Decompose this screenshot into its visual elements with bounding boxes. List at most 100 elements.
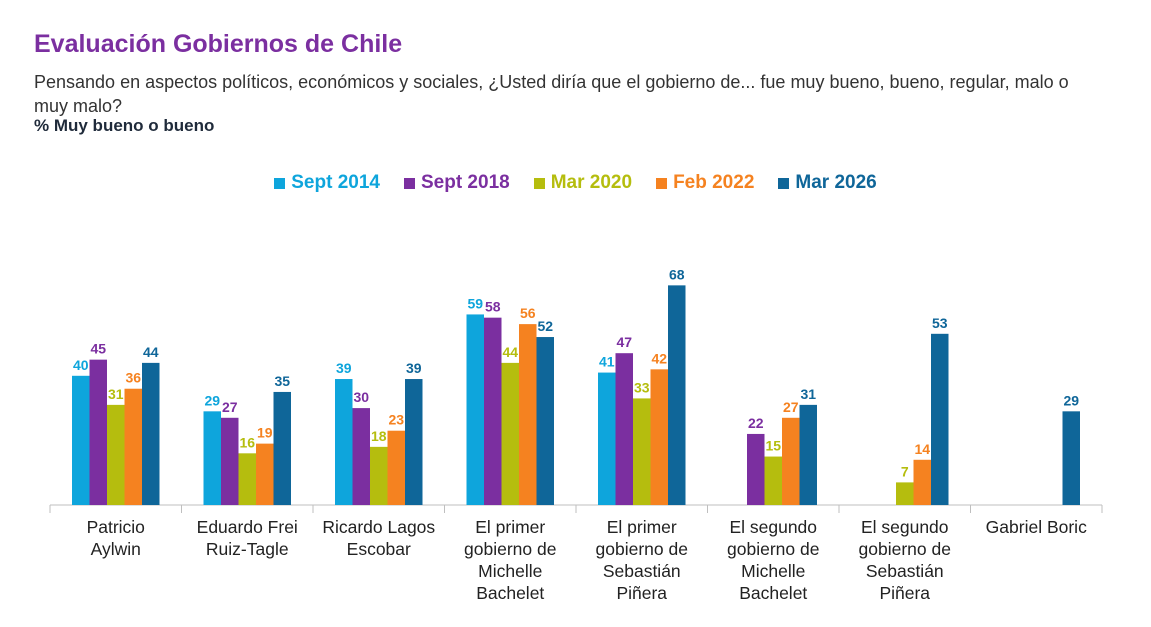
bar: [405, 379, 423, 505]
data-label: 44: [502, 344, 518, 360]
data-label: 42: [651, 350, 667, 366]
bar: [1062, 411, 1080, 505]
category-label: Ruiz-Tagle: [206, 539, 289, 559]
data-label: 22: [748, 415, 764, 431]
data-label: 44: [143, 344, 159, 360]
bar: [519, 324, 537, 505]
bar: [107, 404, 125, 505]
category-label: Piñera: [879, 583, 930, 603]
data-label: 52: [537, 318, 553, 334]
data-label: 30: [353, 389, 369, 405]
measure-label: % Muy bueno o bueno: [34, 116, 215, 135]
category-label: Escobar: [347, 539, 411, 559]
legend-item-mar-2020: Mar 2020: [533, 172, 633, 194]
data-label: 45: [90, 341, 106, 357]
chart-subtitle: Pensando en aspectos políticos, económic…: [34, 72, 1069, 116]
legend: Sept 2014 Sept 2018 Mar 2020 Feb 2022 Ma…: [0, 172, 1151, 194]
data-label: 7: [901, 463, 909, 479]
category-label: Patricio: [87, 517, 145, 537]
legend-swatch: [656, 177, 668, 189]
category-label: El primer: [607, 517, 677, 537]
bar: [598, 372, 616, 505]
data-label: 68: [669, 266, 685, 282]
bar: [484, 317, 502, 505]
category-label: Aylwin: [91, 539, 141, 559]
legend-label: Sept 2014: [291, 172, 380, 193]
legend-item-mar-2026: Mar 2026: [778, 172, 877, 194]
bar: [764, 456, 782, 505]
data-label: 14: [914, 441, 930, 457]
bar: [501, 362, 519, 505]
data-label: 31: [108, 386, 124, 402]
category-label: Ricardo Lagos: [322, 517, 435, 537]
category-label: Sebastián: [603, 561, 681, 581]
bar: [352, 408, 370, 505]
legend-item-sept-2018: Sept 2018: [403, 172, 510, 194]
data-label: 29: [1063, 392, 1079, 408]
category-label: El segundo: [861, 517, 949, 537]
legend-item-feb-2022: Feb 2022: [656, 172, 754, 194]
data-label: 59: [467, 295, 483, 311]
bar: [615, 353, 633, 505]
legend-label: Mar 2026: [795, 172, 877, 193]
bar: [913, 459, 931, 505]
category-label: gobierno de: [596, 539, 688, 559]
legend-item-sept-2014: Sept 2014: [274, 172, 380, 194]
legend-swatch: [403, 177, 415, 189]
data-label: 41: [599, 354, 615, 370]
category-label: gobierno de: [859, 539, 951, 559]
legend-swatch: [533, 177, 545, 189]
bar: [782, 417, 800, 505]
bar: [466, 314, 484, 505]
category-label: Eduardo Frei: [197, 517, 298, 537]
bar: [747, 433, 765, 505]
data-label: 27: [222, 399, 238, 415]
bar: [221, 417, 239, 505]
data-label: 36: [125, 370, 141, 386]
bar: [896, 482, 914, 505]
category-label: Michelle: [478, 561, 542, 581]
data-label: 23: [388, 412, 404, 428]
category-label: Michelle: [741, 561, 805, 581]
legend-swatch: [778, 177, 790, 189]
category-label: El primer: [475, 517, 545, 537]
legend-label: Sept 2018: [420, 172, 510, 193]
bar: [370, 446, 388, 505]
bar: [256, 443, 274, 505]
bar: [633, 398, 651, 505]
category-label: Piñera: [616, 583, 667, 603]
bar: [387, 430, 405, 505]
data-label: 27: [783, 399, 799, 415]
legend-label: Feb 2022: [673, 172, 755, 193]
bar: [203, 411, 221, 505]
legend-label: Mar 2020: [550, 172, 633, 193]
bar: [536, 337, 554, 505]
chart-title: Evaluación Gobiernos de Chile: [34, 30, 403, 58]
bar: [89, 359, 107, 505]
data-label: 47: [616, 334, 632, 350]
bar: [335, 379, 353, 505]
bar: [668, 285, 686, 505]
data-label: 18: [371, 428, 387, 444]
bar: [799, 404, 817, 505]
bar: [238, 453, 256, 505]
bar: [72, 375, 90, 505]
bar: [124, 388, 142, 505]
data-label: 19: [257, 425, 273, 441]
data-label: 56: [520, 305, 536, 321]
data-label: 40: [73, 357, 89, 373]
data-label: 16: [239, 434, 255, 450]
data-label: 31: [800, 386, 816, 402]
bar: [931, 333, 949, 505]
data-label: 58: [485, 299, 501, 315]
data-label: 39: [336, 360, 352, 376]
category-label: Gabriel Boric: [986, 517, 1087, 537]
category-label: Bachelet: [476, 583, 544, 603]
data-label: 53: [932, 315, 948, 331]
legend-swatch: [274, 177, 286, 189]
category-label: El segundo: [729, 517, 817, 537]
data-label: 39: [406, 360, 422, 376]
category-label: gobierno de: [464, 539, 556, 559]
bar: [650, 369, 668, 505]
